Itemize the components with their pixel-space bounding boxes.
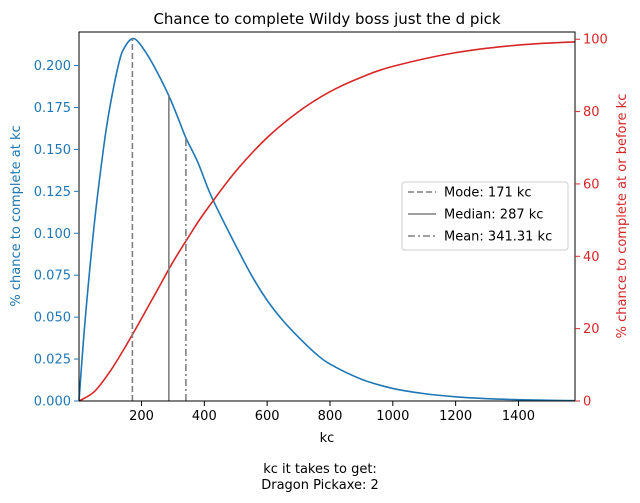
right-y-tick-label: 100 <box>583 33 608 48</box>
caption-line-1: kc it takes to get: <box>263 462 377 477</box>
right-y-tick-label: 60 <box>583 177 600 192</box>
left-y-tick-label: 0.150 <box>34 143 71 158</box>
right-y-axis-label: % chance to complete at or before kc <box>615 94 630 339</box>
left-y-tick-label: 0.200 <box>34 59 71 74</box>
left-y-tick-label: 0.050 <box>34 311 71 326</box>
x-tick-label: 800 <box>318 409 343 424</box>
left-y-tick-label: 0.175 <box>34 101 71 116</box>
cdf-curve <box>78 40 576 402</box>
marker-lines-layer <box>131 38 187 401</box>
legend-label: Median: 287 kc <box>444 208 543 223</box>
left-y-tick-label: 0.000 <box>34 395 71 410</box>
x-tick-label: 1000 <box>376 409 409 424</box>
left-y-axis-label: % chance to complete at kc <box>9 125 24 306</box>
right-y-tick-label: 80 <box>583 105 600 120</box>
right-series-layer <box>78 40 576 402</box>
plot-frame <box>78 31 576 402</box>
chart-title: Chance to complete Wildy boss just the d… <box>153 10 500 28</box>
right-y-axis: 0 20 40 60 80 100 <box>575 33 608 410</box>
x-tick-label: 1200 <box>439 409 472 424</box>
legend-label: Mean: 341.31 kc <box>444 230 552 245</box>
legend: Mode: 171 kc Median: 287 kc Mean: 341.31 k… <box>401 181 569 251</box>
caption-line-2: Dragon Pickaxe: 2 <box>261 478 379 493</box>
right-y-tick-label: 40 <box>583 250 600 265</box>
x-tick-label: 400 <box>192 409 217 424</box>
right-y-tick-label: 0 <box>583 395 591 410</box>
x-tick-label: 1400 <box>502 409 535 424</box>
left-y-axis: 0.000 0.025 0.050 0.075 0.100 0.125 0.150 0.175… <box>34 59 79 410</box>
pmf-curve <box>78 37 576 402</box>
x-tick-label: 200 <box>129 409 154 424</box>
legend-box <box>401 181 569 251</box>
x-tick-label: 600 <box>255 409 280 424</box>
left-series-layer <box>78 37 576 402</box>
left-y-tick-label: 0.125 <box>34 185 71 200</box>
left-y-tick-label: 0.025 <box>34 353 71 368</box>
left-y-tick-label: 0.075 <box>34 269 71 284</box>
x-axis: 200 400 600 800 1000 1200 1400 <box>129 401 535 424</box>
legend-label: Mode: 171 kc <box>444 186 532 201</box>
x-axis-label: kc <box>320 431 335 446</box>
right-y-tick-label: 20 <box>583 322 600 337</box>
left-y-tick-label: 0.100 <box>34 227 71 242</box>
